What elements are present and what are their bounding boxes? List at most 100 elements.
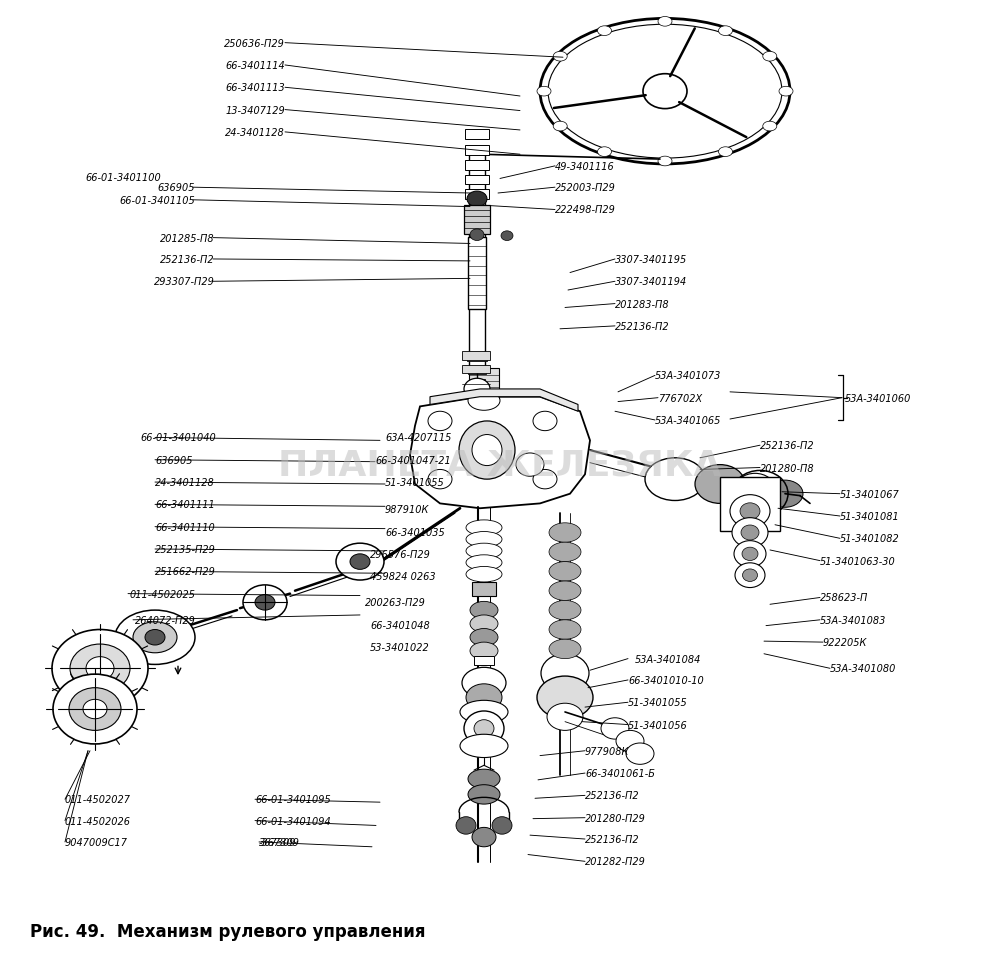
- Text: 53А-3401083: 53А-3401083: [820, 615, 886, 625]
- Text: 53А-3401073: 53А-3401073: [655, 371, 721, 381]
- Text: 258623-П: 258623-П: [820, 593, 868, 603]
- Ellipse shape: [763, 52, 777, 62]
- Text: 9047009С17: 9047009С17: [65, 837, 128, 847]
- Text: 011-4502027: 011-4502027: [65, 795, 131, 804]
- Text: 66-3401061-Б: 66-3401061-Б: [585, 768, 655, 778]
- Text: 252136-П2: 252136-П2: [585, 834, 640, 844]
- Text: 252003-П29: 252003-П29: [555, 183, 616, 193]
- Ellipse shape: [741, 525, 759, 541]
- Bar: [469, 368, 499, 399]
- Ellipse shape: [86, 657, 114, 680]
- Ellipse shape: [537, 676, 593, 719]
- Ellipse shape: [467, 192, 487, 207]
- Text: 367309: 367309: [259, 837, 296, 847]
- Ellipse shape: [83, 700, 107, 719]
- Text: 293307-П29: 293307-П29: [154, 277, 215, 287]
- Text: 201280-П29: 201280-П29: [585, 813, 646, 823]
- Ellipse shape: [336, 544, 384, 580]
- Text: 66-3401111: 66-3401111: [155, 500, 215, 510]
- Ellipse shape: [549, 562, 581, 581]
- Polygon shape: [410, 397, 590, 509]
- Ellipse shape: [466, 684, 502, 711]
- Ellipse shape: [718, 147, 732, 157]
- Text: 24-3401128: 24-3401128: [155, 478, 215, 487]
- Text: 66-01-3401100: 66-01-3401100: [85, 172, 161, 182]
- Text: 66-01-3401105: 66-01-3401105: [119, 196, 195, 205]
- Text: 66-3401035: 66-3401035: [385, 527, 445, 537]
- Text: 66-01-3401040: 66-01-3401040: [140, 433, 216, 443]
- Ellipse shape: [70, 644, 130, 693]
- Ellipse shape: [474, 720, 494, 737]
- Ellipse shape: [742, 547, 758, 561]
- Ellipse shape: [462, 668, 506, 699]
- Ellipse shape: [470, 230, 484, 241]
- Ellipse shape: [643, 75, 687, 109]
- Text: 66-01-3401094: 66-01-3401094: [255, 816, 331, 826]
- Ellipse shape: [732, 518, 768, 547]
- Text: 53А-3401084: 53А-3401084: [635, 654, 701, 664]
- Ellipse shape: [492, 817, 512, 834]
- Ellipse shape: [460, 735, 508, 758]
- Ellipse shape: [472, 435, 502, 466]
- Bar: [472, 582, 496, 596]
- Text: 53А-3401065: 53А-3401065: [655, 416, 721, 425]
- Text: 011-4502025: 011-4502025: [130, 589, 196, 599]
- Ellipse shape: [533, 470, 557, 489]
- Ellipse shape: [52, 630, 148, 707]
- Ellipse shape: [549, 581, 581, 601]
- Text: Рис. 49.  Механизм рулевого управления: Рис. 49. Механизм рулевого управления: [30, 922, 426, 940]
- Bar: [462, 365, 490, 374]
- Ellipse shape: [598, 27, 612, 37]
- Text: 66-3401114: 66-3401114: [225, 61, 285, 71]
- Text: 201285-П8: 201285-П8: [160, 234, 215, 243]
- Ellipse shape: [736, 521, 760, 541]
- Text: 51-3401063-30: 51-3401063-30: [820, 556, 896, 566]
- Ellipse shape: [746, 483, 774, 506]
- Text: 13-3407129: 13-3407129: [225, 106, 285, 115]
- Text: 66-3401010-10: 66-3401010-10: [628, 675, 704, 685]
- Ellipse shape: [69, 688, 121, 731]
- Ellipse shape: [466, 544, 502, 559]
- Bar: [468, 237, 486, 310]
- Bar: [465, 207, 489, 217]
- Text: 776702Х: 776702Х: [658, 393, 702, 403]
- Text: 296576-П29: 296576-П29: [370, 549, 431, 559]
- Text: 49-3401116: 49-3401116: [555, 162, 615, 172]
- Ellipse shape: [695, 465, 745, 504]
- Ellipse shape: [145, 630, 165, 645]
- Text: 200263-П29: 200263-П29: [365, 598, 426, 608]
- Text: -367309: -367309: [259, 837, 300, 847]
- Bar: [468, 366, 486, 375]
- Ellipse shape: [601, 718, 629, 739]
- Text: 53-3401022: 53-3401022: [370, 642, 430, 652]
- Ellipse shape: [549, 543, 581, 562]
- Text: 66-3401048: 66-3401048: [370, 620, 430, 630]
- Text: 222498-П29: 222498-П29: [555, 205, 616, 215]
- Ellipse shape: [470, 629, 498, 646]
- Ellipse shape: [468, 391, 500, 411]
- Text: 459824 0263: 459824 0263: [370, 572, 436, 581]
- Text: 66-3401110: 66-3401110: [155, 522, 215, 532]
- Ellipse shape: [626, 743, 654, 765]
- Ellipse shape: [470, 602, 498, 619]
- Ellipse shape: [763, 122, 777, 132]
- Ellipse shape: [255, 595, 275, 610]
- Ellipse shape: [466, 520, 502, 536]
- Ellipse shape: [470, 615, 498, 633]
- Text: 63А-4207115: 63А-4207115: [385, 433, 451, 443]
- Ellipse shape: [468, 785, 500, 804]
- Text: 51-3401055: 51-3401055: [628, 698, 688, 707]
- Ellipse shape: [767, 481, 803, 508]
- Text: 24-3401128: 24-3401128: [225, 128, 285, 138]
- Text: 252136-П2: 252136-П2: [760, 441, 815, 451]
- Text: ПЛАНЕТА ЖЕЛЕЗЯКА: ПЛАНЕТА ЖЕЛЕЗЯКА: [278, 448, 722, 483]
- Ellipse shape: [549, 523, 581, 543]
- Bar: [465, 146, 489, 156]
- Ellipse shape: [428, 470, 452, 489]
- Ellipse shape: [468, 769, 500, 789]
- Ellipse shape: [459, 422, 515, 480]
- Ellipse shape: [735, 474, 775, 505]
- Text: 252136-П2: 252136-П2: [615, 322, 670, 331]
- Bar: [720, 478, 780, 531]
- Text: 636905: 636905: [155, 455, 192, 465]
